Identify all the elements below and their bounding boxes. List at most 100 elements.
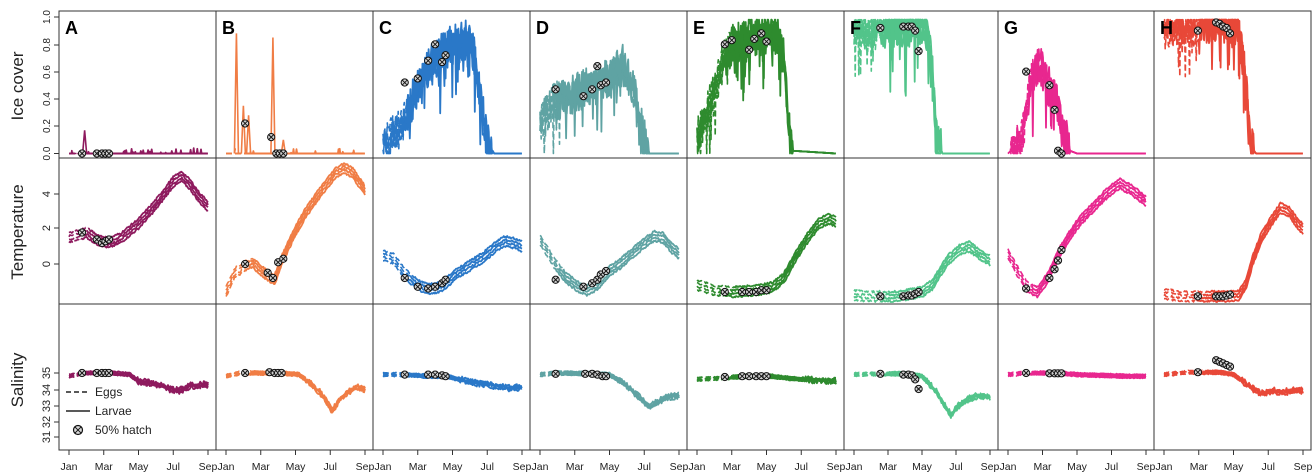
series-d-ice-eggs-4: [539, 79, 564, 145]
series-e-temp-eggs-4: [696, 279, 734, 289]
hatch-marker-c-ice-5: [437, 57, 447, 67]
hatch-marker-c-ice-3: [424, 56, 433, 65]
hatch-marker-b-ice-2: [267, 133, 276, 142]
series-f-temp-eggs-3: [854, 292, 887, 297]
y-tick-label-ice: 0.0: [42, 146, 53, 160]
legend-larvae-label: Larvae: [95, 404, 132, 418]
y-tick-label-temp: 4: [41, 191, 53, 197]
series-h-ice-eggs-3: [1163, 18, 1204, 62]
hatch-marker-h-sal-6: [1225, 362, 1235, 371]
series-b-ice-spike-5: [280, 139, 287, 154]
hatch-marker-d-sal-6: [601, 372, 611, 381]
panel-letter-layer: A B C D E F G H: [65, 18, 1173, 38]
series-h-temp-larvae-1: [1197, 212, 1304, 303]
x-tick-label-sep: Sep: [981, 461, 1000, 473]
hatch-marker-d-temp-6: [601, 266, 611, 276]
hatch-marker-g-ice-5: [1057, 149, 1066, 158]
x-tick-label-jul: Jul: [324, 461, 337, 473]
x-tick-label-may: May: [1224, 461, 1245, 473]
hatch-marker-h-ice-1: [1193, 26, 1202, 35]
series-e-temp-eggs-2: [696, 285, 728, 295]
series-d-temp-larvae-2: [556, 236, 680, 293]
row-label-salinity: Salinity: [8, 352, 27, 407]
hatch-marker-c-temp-1: [400, 273, 409, 283]
x-tick-label-jan: Jan: [375, 461, 392, 473]
row-label-temperature: Temperature: [8, 184, 27, 279]
x-tick-label-may: May: [600, 461, 621, 473]
series-b-temp-larvae-1: [243, 172, 366, 285]
series-d-sal-eggs-4: [539, 370, 564, 374]
series-e-temp-larvae-4: [732, 212, 837, 289]
hatch-marker-h-temp-1: [1193, 292, 1202, 301]
series-g-sal-eggs-1: [1007, 373, 1026, 378]
hatch-marker-c-temp-4: [431, 282, 440, 291]
y-tick-label-ice: 0.6: [42, 65, 53, 79]
x-tick-label-mar: Mar: [1033, 461, 1052, 473]
hatch-marker-c-temp-6: [441, 275, 450, 284]
series-a-ice-eggs-4: [68, 148, 90, 155]
series-d-sal-eggs-3: [539, 371, 561, 376]
series-g-ice-eggs-3: [1007, 69, 1032, 155]
series-d-temp-eggs-3: [539, 237, 561, 270]
hatch-marker-g-temp-4: [1053, 256, 1063, 265]
series-e-ice-eggs-4: [696, 25, 734, 155]
panel-letter-f: F: [850, 18, 861, 38]
series-b-temp-eggs-4: [225, 257, 254, 287]
legend: Eggs Larvae 50% hatch: [66, 385, 152, 437]
series-a-temp-eggs-1: [68, 237, 82, 244]
x-tick-label-sep: Sep: [513, 461, 532, 473]
series-d-temp-eggs-4: [539, 234, 564, 270]
x-tick-label-jan: Jan: [218, 461, 235, 473]
hatch-marker-a-temp-1: [77, 228, 87, 237]
series-a-ice-spike-1: [81, 130, 88, 154]
x-tick-label-jan: Jan: [846, 461, 863, 473]
hatch-marker-b-sal-1: [241, 368, 250, 378]
x-tick-label-sep: Sep: [1137, 461, 1156, 473]
series-e-ice-larvae-4: [731, 18, 836, 155]
series-g-temp-eggs-2: [1007, 255, 1029, 291]
series-c-temp-larvae-4: [411, 235, 523, 286]
hatch-marker-e-ice-4: [750, 34, 759, 43]
hatch-marker-f-temp-1: [876, 292, 885, 301]
x-tick-label-jul: Jul: [795, 461, 808, 473]
hatch-marker-c-temp-2: [413, 282, 422, 291]
hatch-marker-e-ice-1: [720, 40, 729, 49]
hatch-marker-f-ice-1: [876, 23, 885, 33]
row-label-ice: Ice cover: [8, 51, 27, 120]
hatch-marker-e-temp-3: [745, 287, 754, 297]
hatch-marker-f-sal-1: [876, 369, 885, 378]
series-h-ice-eggs-4: [1163, 18, 1206, 54]
y-tick-label-sal: 33: [41, 400, 53, 412]
x-tick-label-jan: Jan: [689, 461, 706, 473]
hatch-marker-b-ice-5: [279, 149, 288, 158]
x-tick-label-jan: Jan: [61, 461, 78, 473]
series-g-temp-eggs-1: [1007, 257, 1026, 290]
hatch-marker-d-ice-6: [601, 78, 611, 87]
hatch-marker-d-sal-2: [581, 369, 590, 378]
x-tick-label-may: May: [286, 461, 307, 473]
hatch-marker-c-sal-3: [431, 370, 440, 379]
hatch-marker-g-ice-3: [1050, 105, 1059, 114]
panel-letter-d: D: [536, 18, 549, 38]
hatch-marker-a-sal-1: [77, 368, 87, 378]
series-c-ice-larvae-4: [411, 19, 522, 155]
hatch-marker-e-temp-6: [762, 286, 771, 295]
series-d-temp-eggs-2: [539, 240, 559, 269]
hatch-marker-e-sal-2: [738, 372, 747, 381]
hatch-marker-e-sal-1: [720, 372, 729, 382]
series-h-sal-larvae-2: [1200, 371, 1304, 397]
hatch-marker-h-sal-1: [1193, 368, 1202, 377]
panel-letter-g: G: [1004, 18, 1018, 38]
series-g-sal-eggs-4: [1007, 370, 1035, 374]
axes-layer: 0.0 0.2 0.4 0.6 0.8 1.0 0 2 4 31 32 33 34 35 Jan Mar May…: [41, 10, 1312, 473]
hatch-marker-g-ice-2: [1045, 81, 1054, 90]
x-tick-label-jul: Jul: [638, 461, 651, 473]
hatch-marker-c-sal-1: [400, 370, 409, 379]
x-tick-label-may: May: [912, 461, 933, 473]
x-tick-label-jan: Jan: [1000, 461, 1017, 473]
panel-frame-h-sal: [1153, 303, 1312, 451]
y-tick-label-sal: 34: [41, 384, 53, 396]
y-tick-label-sal: 32: [41, 416, 53, 428]
series-f-ice-eggs-4: [853, 18, 889, 77]
